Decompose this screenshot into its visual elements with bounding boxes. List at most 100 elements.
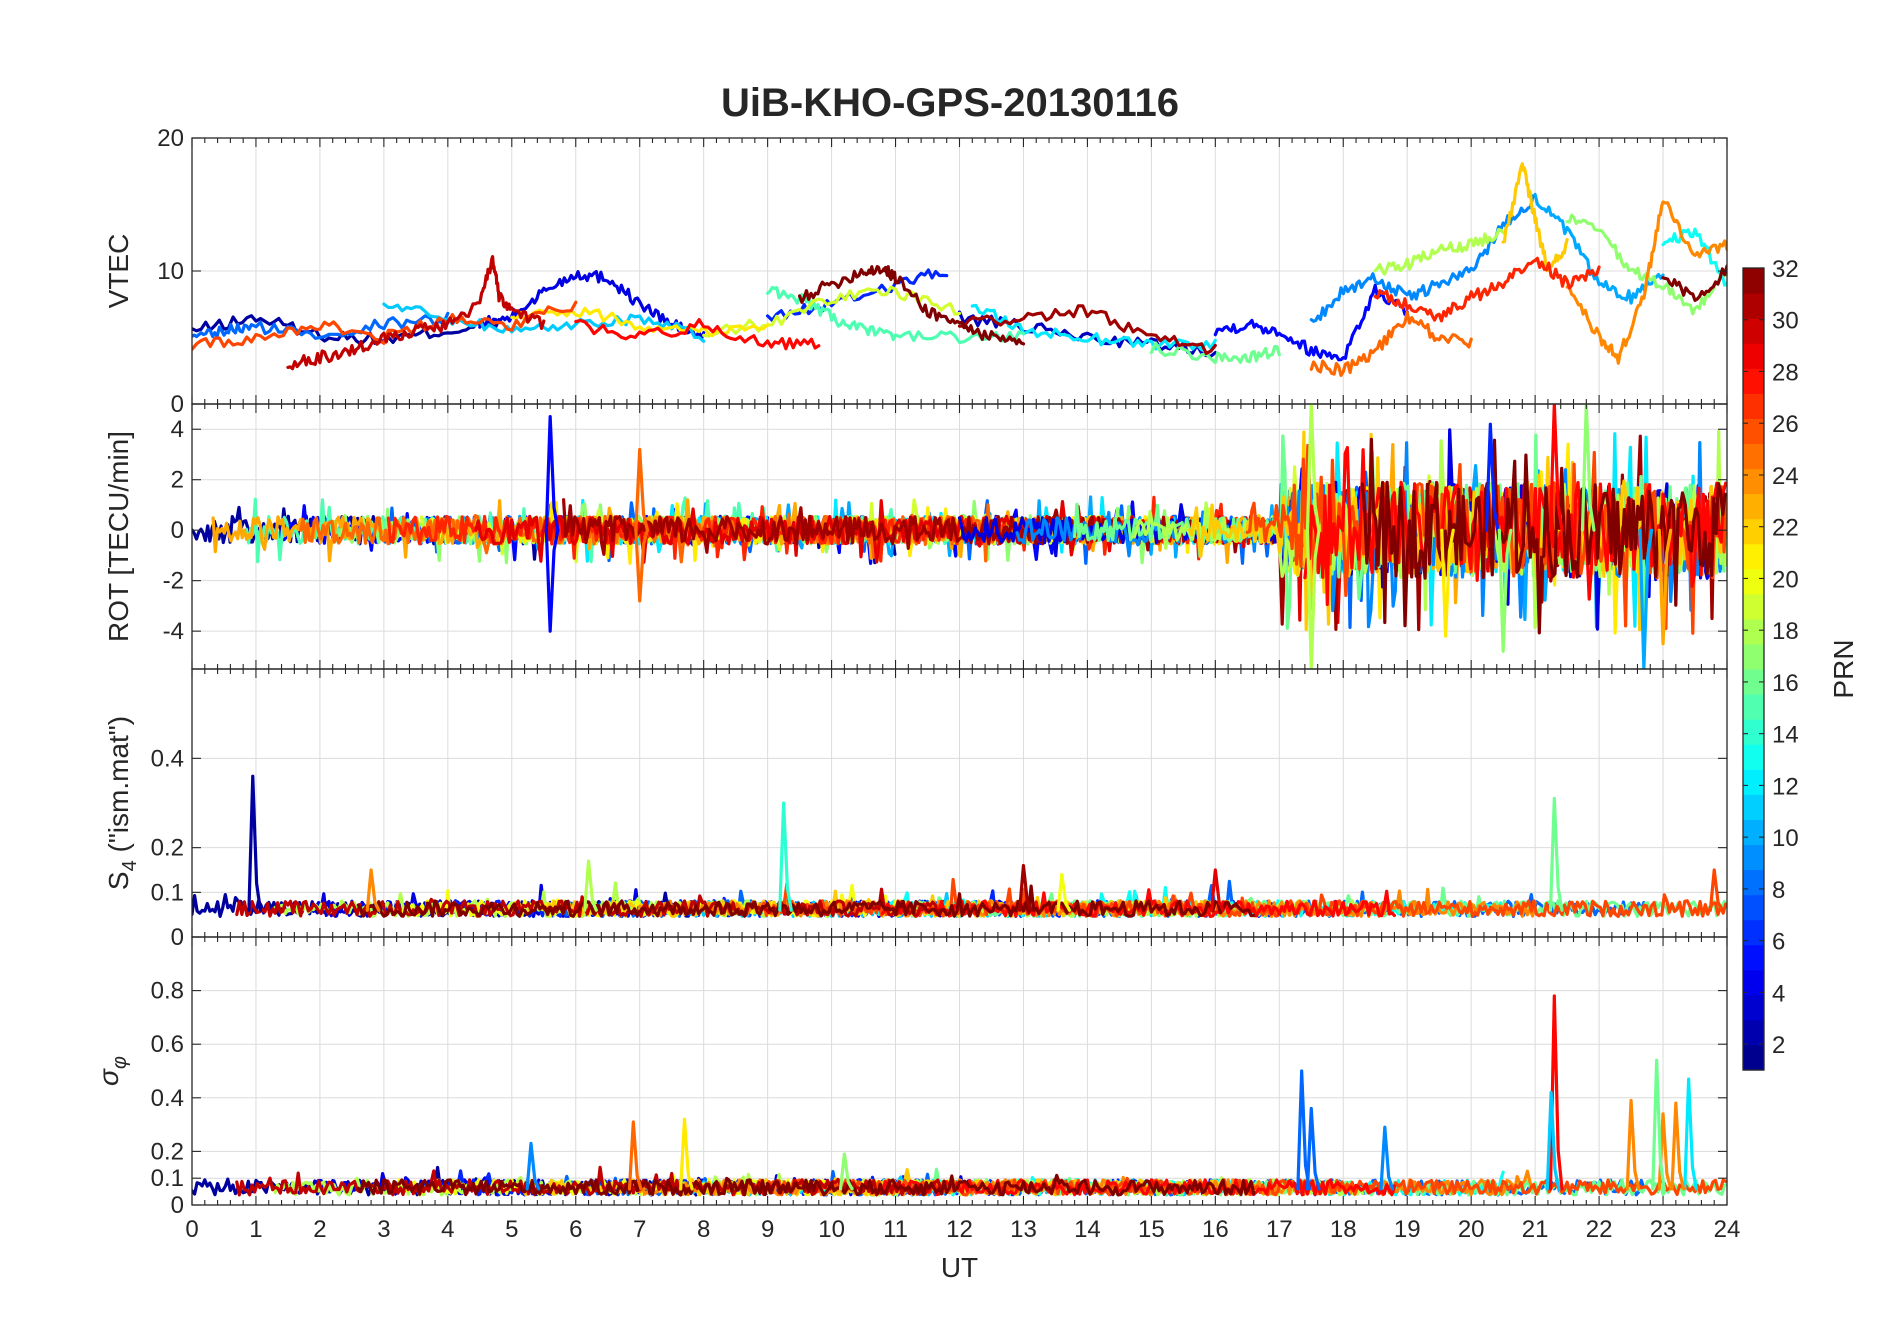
series-vtec xyxy=(192,162,1727,377)
vtec-line-prn-32 xyxy=(1661,264,1727,302)
colorbar-segment xyxy=(1743,543,1764,570)
colorbar-segment xyxy=(1743,293,1764,319)
x-tick-label: 21 xyxy=(1522,1216,1549,1243)
vtec-line-prn-16 xyxy=(1149,341,1281,365)
colorbar-tick-label: 28 xyxy=(1772,359,1799,386)
x-tick-label: 15 xyxy=(1138,1216,1165,1243)
colorbar-tick-label: 32 xyxy=(1772,256,1799,283)
y-tick-label-rot: -4 xyxy=(163,618,184,645)
x-tick-label: 16 xyxy=(1202,1216,1229,1243)
rot-spike-prn-21 xyxy=(1440,528,1455,638)
rot-spike-prn-25 xyxy=(634,447,649,532)
ticks-vtec xyxy=(191,137,1728,405)
sigma-trace-prn-32 xyxy=(356,1173,1256,1197)
x-axis-label: UT xyxy=(941,1252,978,1283)
colorbar-segment xyxy=(1743,318,1764,344)
s4-spike-prn-20 xyxy=(1056,872,1072,912)
vtec-line-prn-30 xyxy=(286,255,546,371)
x-tick-label: 24 xyxy=(1714,1216,1741,1243)
colorbar-segment xyxy=(1743,744,1764,770)
colorbar-segment xyxy=(1743,694,1764,720)
x-tick-label: 20 xyxy=(1458,1216,1485,1243)
y-axis-label-sigma: σφ xyxy=(93,1056,131,1086)
rot-spike-prn-5 xyxy=(544,528,560,633)
colorbar-segment xyxy=(1743,869,1764,896)
rot-spike-prn-17 xyxy=(1580,404,1596,532)
vtec-line-prn-21 xyxy=(510,306,770,338)
grid-sigma xyxy=(191,937,1728,1206)
colorbar-segment xyxy=(1743,819,1764,846)
sigma-spike-prn-12 xyxy=(1683,1077,1698,1191)
y-tick-label-vtec: 0 xyxy=(171,391,184,418)
y-label-main: σ xyxy=(93,1068,124,1086)
colorbar-segment xyxy=(1743,944,1764,971)
ticks-s4 xyxy=(191,669,1728,938)
panel-rot: -4 -2 0 2 4 ROT [TECU/min] xyxy=(103,403,1728,670)
rot-spike-prn-25 xyxy=(634,528,649,603)
colorbar-segment xyxy=(1743,618,1764,645)
series-s4 xyxy=(192,774,1727,919)
x-tick-label: 8 xyxy=(697,1216,710,1243)
y-axis-label-rot: ROT [TECU/min] xyxy=(103,431,134,642)
s4-spike-prn-2 xyxy=(247,774,263,912)
x-tick-label: 12 xyxy=(946,1216,973,1243)
x-tick-label: 11 xyxy=(883,1216,908,1243)
colorbar-tick-label: 14 xyxy=(1772,722,1799,749)
sigma-spike-prn-25 xyxy=(627,1120,643,1191)
colorbar-segment xyxy=(1743,368,1764,394)
sigma-spike-prn-17 xyxy=(838,1152,854,1191)
s4-trace-prn-32 xyxy=(356,884,1256,918)
y-tick-label-rot: -2 xyxy=(163,568,184,595)
colorbar-segment xyxy=(1743,593,1764,620)
rot-spike-prn-23 xyxy=(1657,528,1673,646)
x-tick-label: 9 xyxy=(761,1216,774,1243)
colorbar-tick-label: 2 xyxy=(1772,1032,1785,1059)
rot-spike-prn-18 xyxy=(1305,404,1321,532)
x-tick-label: 7 xyxy=(633,1216,646,1243)
colorbar-segment xyxy=(1743,919,1764,946)
colorbar-segment xyxy=(1743,1019,1764,1046)
vtec-line-prn-10 xyxy=(1533,192,1665,305)
colorbar-tick-label: 16 xyxy=(1772,670,1799,697)
colorbar-tick-label: 20 xyxy=(1772,566,1799,593)
vtec-line-prn-26 xyxy=(192,300,578,351)
sigma-spike-prn-16 xyxy=(1651,1058,1666,1191)
y-tick-label-sigma: 0.1 xyxy=(151,1165,184,1192)
x-tick-label: 10 xyxy=(818,1216,845,1243)
y-tick-label-rot: 0 xyxy=(171,517,184,544)
y-label-main: S xyxy=(103,871,134,890)
s4-spike-prn-29 xyxy=(1209,868,1225,912)
panel-s4: 0 0.1 0.2 0.4 S4 ("ism.mat") xyxy=(103,668,1728,951)
sigma-spike-prn-11 xyxy=(1545,1090,1561,1191)
colorbar-segment xyxy=(1743,568,1764,595)
rot-spike-prn-6 xyxy=(1484,422,1500,532)
x-tick-label: 5 xyxy=(505,1216,518,1243)
colorbar-segment xyxy=(1743,493,1764,520)
colorbar-segment xyxy=(1743,669,1764,695)
colorbar-tick-label: 4 xyxy=(1772,980,1785,1007)
vtec-line-prn-27 xyxy=(1373,256,1601,323)
rot-spike-prn-5 xyxy=(544,415,560,532)
y-axis-label-s4: S4 ("ism.mat") xyxy=(103,716,141,890)
colorbar-segment xyxy=(1743,844,1764,871)
x-tick-label: 6 xyxy=(569,1216,582,1243)
colorbar-segment xyxy=(1743,268,1764,294)
rot-spike-prn-17 xyxy=(1497,528,1513,653)
colorbar-frame xyxy=(1742,267,1765,1071)
grid-vtec xyxy=(191,137,1728,405)
sigma-trace-prn-30 xyxy=(235,1165,942,1197)
x-tick-label: 2 xyxy=(313,1216,326,1243)
sigma-spike-prn-21 xyxy=(679,1117,694,1191)
colorbar-tick-label: 12 xyxy=(1772,773,1799,800)
colorbar-segment xyxy=(1743,393,1764,419)
colorbar-tick-label: 30 xyxy=(1772,308,1799,335)
vtec-line-prn-13 xyxy=(1661,227,1727,287)
colorbar-tick-label: 22 xyxy=(1772,515,1799,542)
colorbar-segment xyxy=(1743,418,1764,445)
colorbar-segment xyxy=(1743,518,1764,545)
y-tick-label-sigma: 0.4 xyxy=(151,1085,184,1112)
y-tick-label-rot: 4 xyxy=(171,416,184,443)
s4-spike-prn-14 xyxy=(778,801,793,912)
